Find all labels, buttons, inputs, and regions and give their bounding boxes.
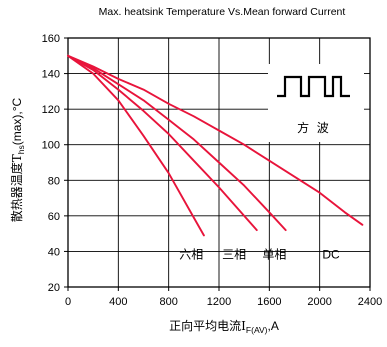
x-tick-label-2400: 2400	[358, 296, 382, 308]
x-tick-label-2000: 2000	[307, 296, 331, 308]
series-line-1	[67, 54, 205, 237]
y-axis-label-prefix: 散热器温度T	[9, 154, 24, 222]
y-axis-label: 散热器温度Ths(max),°C	[9, 97, 26, 222]
x-axis-label: 正向平均电流IF(AV),A	[169, 318, 279, 335]
chart-title: Max. heatsink Temperature Vs.Mean forwar…	[99, 6, 346, 18]
x-tick-label-0: 0	[65, 296, 71, 308]
series-line-2	[67, 54, 258, 232]
x-tick-label-400: 400	[109, 296, 127, 308]
square-wave-icon	[277, 75, 350, 98]
y-tick-label-140: 140	[42, 69, 60, 81]
y-axis-label-suffix: (max),°C	[10, 97, 24, 145]
inset-label: 方 波	[297, 120, 329, 135]
y-tick-label-40: 40	[48, 246, 60, 258]
x-axis-label-suffix: ,A	[267, 319, 278, 333]
y-tick-label-20: 20	[48, 282, 60, 294]
y-tick-label-80: 80	[48, 175, 60, 187]
y-axis-label-subscript: hs	[16, 145, 26, 154]
y-tick-label-100: 100	[42, 140, 60, 152]
y-tick-label-120: 120	[42, 104, 60, 116]
series-line-3	[67, 54, 287, 232]
inset-box: 方 波	[268, 64, 364, 142]
y-tick-label-60: 60	[48, 211, 60, 223]
x-axis-label-subscript: F(AV)	[246, 325, 268, 335]
series-label-1: 六相	[179, 248, 203, 262]
x-tick-label-800: 800	[159, 296, 177, 308]
series-line-4	[67, 54, 364, 226]
series-label-2: 三相	[222, 248, 246, 262]
x-axis-label-prefix: 正向平均电流I	[169, 318, 246, 333]
series-label-layer: 六相 三相 单相 DC	[179, 248, 340, 262]
x-tick-label-1600: 1600	[257, 296, 281, 308]
series-label-4: DC	[322, 248, 340, 262]
series-layer	[67, 54, 364, 237]
series-label-3: 单相	[262, 248, 286, 262]
x-tick-label-1200: 1200	[207, 296, 231, 308]
y-tick-label-160: 160	[42, 33, 60, 45]
